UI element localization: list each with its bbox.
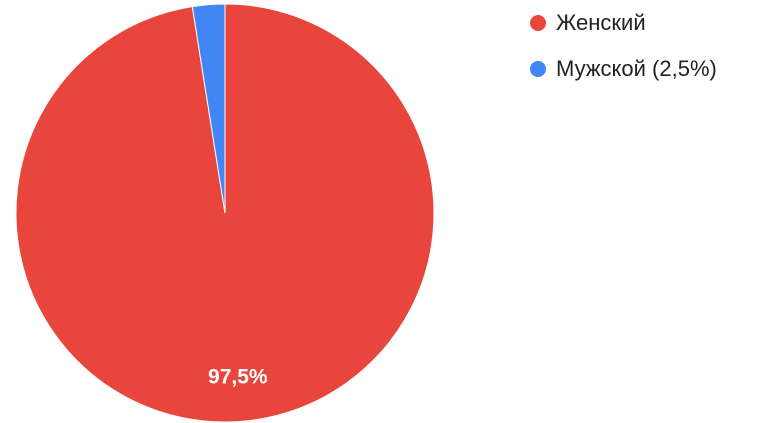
legend-label-zhenskiy: Женский [556,10,646,35]
pie-data-labels: 97,5% [208,366,268,389]
legend-item-zhenskiy[interactable]: Женский [530,6,717,40]
legend-label-muzhskoy: Мужской (2,5%) [556,56,717,81]
legend-swatch-muzhskoy [530,61,546,77]
pie-slices [15,3,435,423]
pie-slice-muzhskoy[interactable] [191,3,226,214]
data-label-zhenskiy: 97,5% [208,366,268,389]
chart-legend: Женский Мужской (2,5%) [530,6,717,98]
legend-item-muzhskoy[interactable]: Мужской (2,5%) [530,52,717,86]
legend-swatch-zhenskiy [530,15,546,31]
